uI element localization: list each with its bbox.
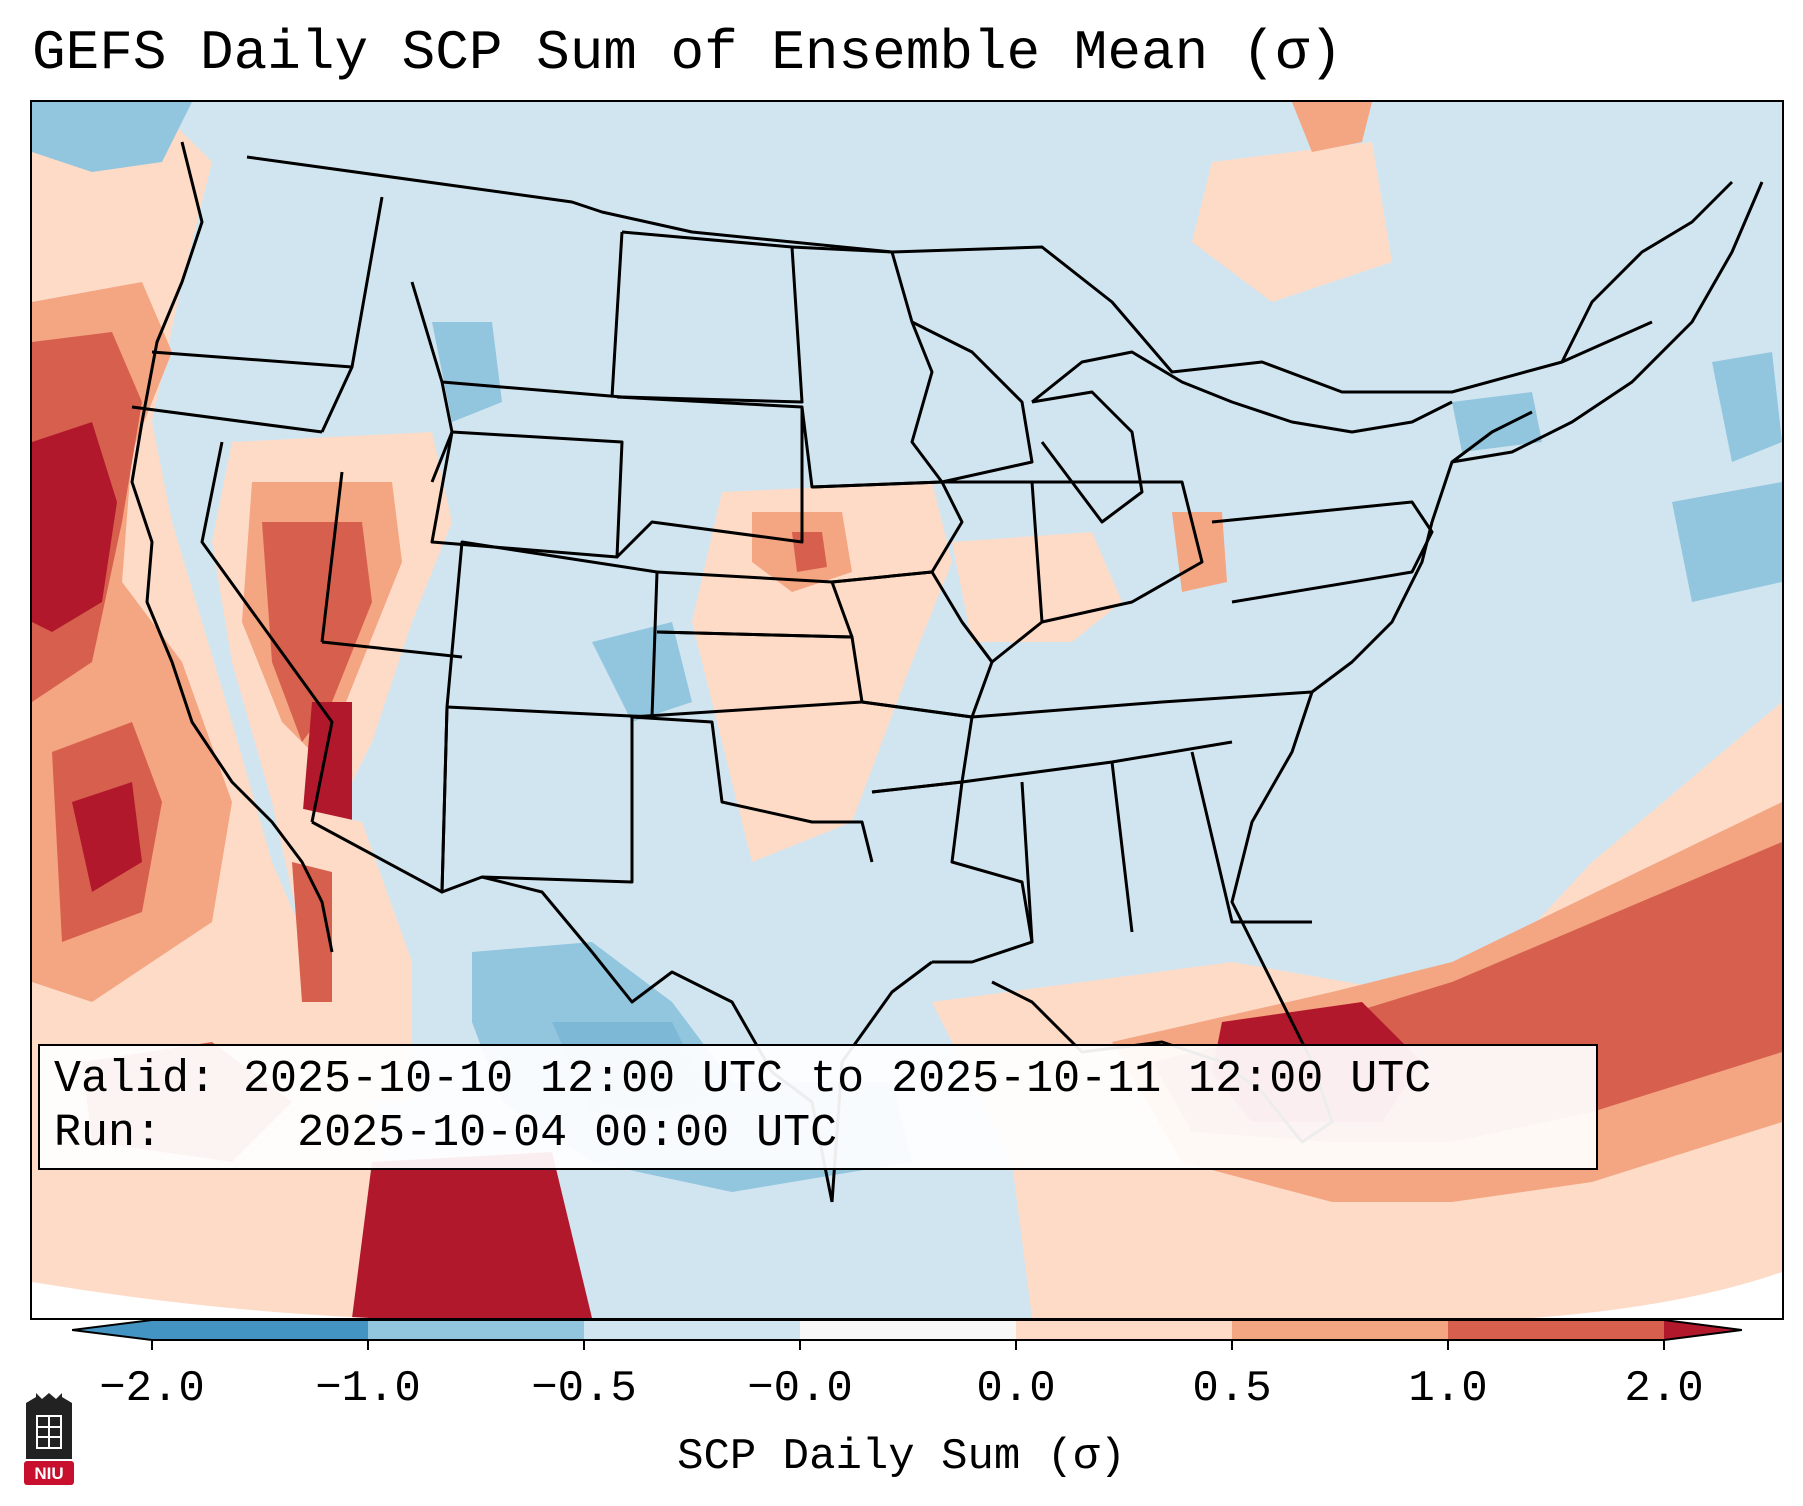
bc-negative	[32, 102, 192, 172]
mexico-pacific-max	[352, 1152, 592, 1318]
montana-negative	[432, 322, 502, 422]
colorbar-tick-label: 2.0	[1624, 1364, 1704, 1414]
montana-south	[441, 380, 623, 399]
colorbar-segment-7	[1448, 1320, 1664, 1340]
miss-al-ga	[1020, 751, 1312, 943]
colorbar-tick-label: 0.5	[1192, 1364, 1272, 1414]
colorbar-segment-3	[584, 1320, 800, 1340]
colorbar-extend-left	[72, 1320, 152, 1340]
colorbar-segment-5	[1016, 1320, 1232, 1340]
kansas-oklahoma	[631, 630, 864, 719]
outside-domain-right	[1532, 1272, 1782, 1318]
kentucky-tennessee	[971, 690, 1313, 719]
niu-logo-text: NIU	[34, 1464, 63, 1483]
colorbar-segment-2	[368, 1320, 584, 1340]
great-lakes-north	[1031, 350, 1453, 434]
quebec-mid	[1292, 102, 1372, 152]
nebraska-strong	[792, 532, 827, 572]
colorbar-segment-6	[1232, 1320, 1448, 1340]
colorado-negative	[592, 622, 692, 722]
pacific-coastline	[130, 141, 334, 953]
wa-or-border	[151, 350, 353, 369]
or-ca-border	[131, 405, 323, 434]
colorbar	[72, 1320, 1742, 1350]
colorbar-axis-label: SCP Daily Sum (σ)	[677, 1432, 1126, 1482]
northeast-canada-weak	[1192, 142, 1392, 302]
colorbar-tick-label: −2.0	[99, 1364, 205, 1414]
chart-title: GEFS Daily SCP Sum of Ensemble Mean (σ)	[32, 21, 1343, 85]
idaho-east-border	[410, 281, 454, 483]
run-label: Run:	[54, 1108, 163, 1159]
colorbar-extend-right	[1664, 1320, 1742, 1340]
colorbar-tick-label: −0.5	[531, 1364, 637, 1414]
colorbar-tick-label: 1.0	[1408, 1364, 1488, 1414]
run-value: 2025-10-04 00:00 UTC	[297, 1108, 838, 1159]
great-basin-strong	[262, 522, 372, 742]
new-england-negative	[1712, 352, 1782, 462]
run-line: Run: 2025-10-04 00:00 UTC	[54, 1108, 837, 1160]
indiana-ohio	[1032, 480, 1204, 624]
ca-nv-border	[200, 441, 334, 823]
baja-strong	[292, 862, 332, 1002]
outside-domain	[32, 1282, 632, 1318]
colorbar-tick-label: 0.0	[976, 1364, 1056, 1414]
valid-label: Valid:	[54, 1054, 217, 1105]
north-dakota	[621, 230, 804, 404]
valid-line: Valid: 2025-10-10 12:00 UTC to 2025-10-1…	[54, 1054, 1431, 1106]
colorbar-segment-4	[800, 1320, 1016, 1340]
pacific-offshore-max	[72, 782, 142, 892]
canada-us-border	[246, 155, 1653, 394]
state-borders	[130, 141, 1764, 1203]
nv-ut-border	[320, 471, 344, 643]
colorbar-segment-1	[152, 1320, 368, 1340]
idaho-west-border	[320, 196, 384, 433]
colorbar-tick-label: −0.0	[747, 1364, 853, 1414]
valid-value: 2025-10-10 12:00 UTC to 2025-10-11 12:00…	[243, 1054, 1432, 1105]
wisconsin	[911, 320, 1034, 484]
montana-east	[610, 231, 624, 398]
atlantic-negative	[1672, 482, 1782, 602]
new-england	[1451, 181, 1764, 464]
quebec-coast	[1560, 180, 1734, 363]
niu-logo: NIU	[24, 1393, 74, 1485]
valid-run-info-box: Valid: 2025-10-10 12:00 UTC to 2025-10-1…	[38, 1044, 1598, 1170]
utah-south	[321, 640, 463, 659]
pacific-coast-max	[32, 422, 117, 632]
colorbar-tick-marks	[151, 1340, 1665, 1350]
south-dakota-nebraska	[615, 395, 804, 559]
pa-ny-border	[1211, 500, 1434, 604]
colorbar-tick-label: −1.0	[315, 1364, 421, 1414]
oklahoma-texas	[631, 715, 874, 863]
great-lakes-ny-negative	[1452, 392, 1542, 452]
